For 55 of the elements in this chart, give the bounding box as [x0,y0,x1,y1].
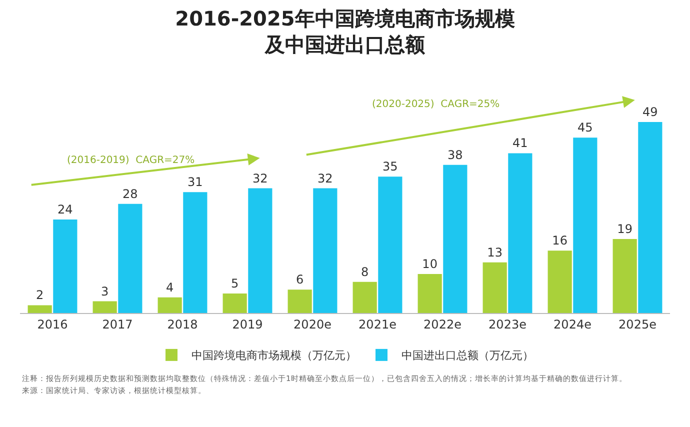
bar [222,294,247,313]
chart-title: 2016-2025年中国跨境电商市场规模及中国进出口总额 [175,6,515,57]
text: (2020-2025) CAGR=25% [372,99,500,110]
bar [92,301,117,313]
data-label: 4 [166,280,174,294]
data-label: 28 [122,186,138,201]
x-tick-label: 2016 [37,317,68,332]
bar [482,262,507,313]
data-label: 24 [58,202,73,216]
x-tick-label: 2018 [167,317,198,332]
bar [288,290,312,313]
data-label: 3 [101,284,109,298]
legend-label: 中国跨境电商市场规模（万亿元） [192,349,356,362]
x-tick-label: 2023e [488,317,526,332]
data-label: 38 [448,148,463,162]
data-label: 49 [642,105,658,120]
data-label: 32 [252,171,268,186]
data-label: 10 [422,257,438,272]
x-tick-label: 2025e [618,317,656,332]
bar [28,305,52,313]
x-tick-label: 2017 [102,317,133,332]
x-tick-label: 2022e [424,317,462,332]
bar [443,164,468,313]
bar [638,122,662,313]
bar [612,238,637,313]
bar [418,274,442,313]
bar [378,176,402,313]
x-tick-label: 2024e [554,317,592,332]
bar [573,138,598,313]
annotation: (2016-2019) CAGR=27% [67,155,195,166]
data-label: 45 [578,120,593,135]
bar [183,192,208,313]
x-tick-label: 2020e [294,317,332,332]
bar [313,188,338,313]
data-label: 13 [487,245,502,260]
x-tick-label: 2019 [232,317,263,332]
data-label: 32 [318,171,333,186]
data-label: 16 [552,234,568,248]
data-label: 5 [231,276,239,291]
x-tick-label: 2021e [358,317,396,332]
bar [248,188,272,313]
data-label: 6 [296,272,304,287]
bar [508,153,532,313]
data-label: 19 [617,222,632,236]
bar [548,250,572,313]
bar [352,282,377,313]
data-label: 41 [512,136,528,150]
data-label: 8 [361,264,369,279]
bar [118,204,142,313]
data-label: 31 [188,175,203,190]
bar [53,219,78,313]
data-label: 35 [382,160,398,174]
data-label: 2 [36,288,44,302]
bar [158,297,182,313]
legend-label: 中国进出口总额（万亿元） [402,349,534,362]
